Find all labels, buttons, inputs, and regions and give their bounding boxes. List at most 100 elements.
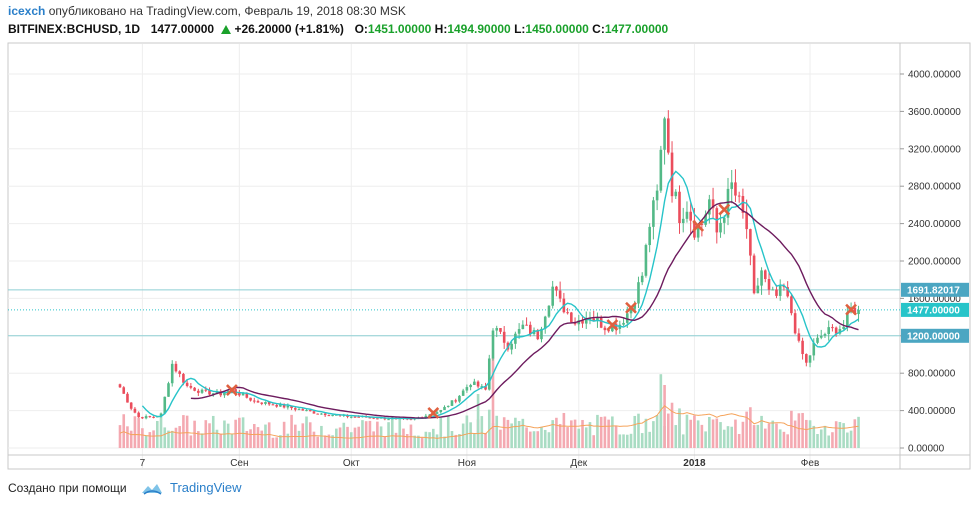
volume-bar bbox=[760, 415, 763, 448]
volume-bar bbox=[514, 417, 517, 448]
y-tick-label: 800.00000 bbox=[908, 369, 956, 380]
volume-bar bbox=[152, 430, 155, 448]
candle-body bbox=[696, 223, 700, 238]
volume-bar bbox=[398, 417, 402, 448]
candle-body bbox=[126, 393, 129, 403]
price-axis[interactable]: 4000.00000 3600.00000 3200.00000 2800.00000… bbox=[900, 70, 961, 455]
volume-bar bbox=[816, 434, 819, 448]
volume-bar bbox=[387, 422, 390, 448]
volume-bar bbox=[286, 433, 290, 448]
volume-bar bbox=[133, 416, 137, 448]
candle-body bbox=[327, 415, 331, 417]
candle-body bbox=[137, 412, 140, 418]
candle-body bbox=[353, 416, 357, 418]
candle-body bbox=[510, 343, 513, 350]
volume-bar bbox=[775, 423, 778, 448]
candle-body bbox=[629, 308, 633, 314]
time-axis[interactable]: 7 Сен Окт Ноя Дек 2018 Фев bbox=[140, 458, 820, 469]
symbol-label: BITFINEX:BCHUSD, 1D bbox=[8, 22, 141, 36]
candle-body bbox=[640, 275, 644, 283]
candle-body bbox=[458, 395, 461, 402]
candle-body bbox=[185, 382, 189, 386]
candle-body bbox=[118, 384, 122, 388]
candle-body bbox=[596, 317, 599, 321]
volume-bar bbox=[200, 433, 204, 448]
volume-bar bbox=[271, 437, 275, 448]
volume-bar bbox=[308, 422, 312, 448]
volume-bar bbox=[405, 434, 409, 448]
candle-body bbox=[487, 358, 491, 390]
cross-markers bbox=[225, 203, 857, 419]
cross-marker bbox=[225, 384, 238, 396]
candle-body bbox=[603, 327, 607, 331]
volume-bar bbox=[644, 418, 648, 448]
candle-body bbox=[129, 402, 133, 409]
candle-body bbox=[573, 322, 577, 325]
chart-frame bbox=[7, 42, 971, 470]
volume-bar bbox=[607, 419, 610, 448]
volume-bar bbox=[547, 432, 551, 448]
author-name[interactable]: icexch bbox=[8, 4, 46, 18]
volume-bar bbox=[256, 427, 260, 448]
volume-bar bbox=[342, 422, 346, 448]
volume-bar bbox=[241, 417, 245, 448]
volume-bar bbox=[510, 423, 513, 448]
publish-info: опубликовано на TradingView.com, Февраль… bbox=[45, 4, 406, 18]
volume-bar bbox=[480, 416, 484, 448]
volume-bar bbox=[521, 418, 525, 448]
high-value: 1494.90000 bbox=[447, 22, 511, 36]
volume-bar bbox=[741, 421, 745, 448]
volume-bar bbox=[279, 435, 282, 448]
candle-body bbox=[204, 389, 208, 391]
candle-body bbox=[290, 405, 293, 409]
candle-body bbox=[786, 287, 789, 297]
volume-bar bbox=[439, 417, 443, 448]
volume-bar bbox=[562, 412, 566, 448]
y-tick-label: 3200.00000 bbox=[908, 144, 961, 155]
candle-body bbox=[454, 400, 457, 402]
volume-bar bbox=[495, 415, 499, 448]
candle-body bbox=[264, 402, 267, 404]
volume-bar bbox=[756, 424, 760, 448]
candle-body bbox=[819, 335, 823, 338]
candle-body bbox=[480, 386, 484, 388]
volume-spike bbox=[476, 394, 480, 448]
candle-body bbox=[469, 384, 472, 388]
candle-body bbox=[193, 387, 196, 391]
tradingview-logo[interactable]: TradingView bbox=[140, 480, 242, 495]
candle-body bbox=[816, 337, 819, 343]
volume-ma-line bbox=[119, 405, 859, 439]
volume-bar bbox=[185, 415, 189, 448]
volume-bar bbox=[331, 435, 334, 448]
candle-body bbox=[465, 387, 469, 391]
candle-body bbox=[689, 211, 692, 221]
volume-bar bbox=[249, 429, 252, 448]
volume-bar bbox=[640, 433, 644, 448]
volume-bar bbox=[805, 419, 808, 448]
volume-bar bbox=[346, 426, 349, 448]
candle-body bbox=[189, 385, 193, 388]
candle-body bbox=[797, 333, 801, 341]
volume-bar bbox=[857, 416, 860, 448]
volume-bar bbox=[226, 423, 230, 448]
candle-body bbox=[323, 413, 327, 416]
volume-bar bbox=[443, 436, 446, 448]
candle-body bbox=[805, 354, 808, 363]
volume-bar bbox=[428, 432, 431, 448]
candle-body bbox=[435, 412, 439, 414]
volume-bar bbox=[745, 411, 748, 448]
candle-body bbox=[637, 282, 640, 304]
volume-bar bbox=[730, 426, 734, 448]
x-tick-label: Сен bbox=[230, 458, 248, 469]
y-tick-label: 2000.00000 bbox=[908, 257, 961, 268]
volume-bar bbox=[831, 432, 834, 448]
volume-bar bbox=[555, 417, 558, 448]
candle-body bbox=[622, 322, 625, 325]
volume-bar bbox=[502, 417, 506, 448]
candle-body bbox=[473, 381, 476, 385]
volume-bar bbox=[778, 429, 782, 448]
volume-bar bbox=[655, 415, 659, 448]
candle-body bbox=[517, 329, 521, 334]
candle-body bbox=[282, 404, 286, 408]
